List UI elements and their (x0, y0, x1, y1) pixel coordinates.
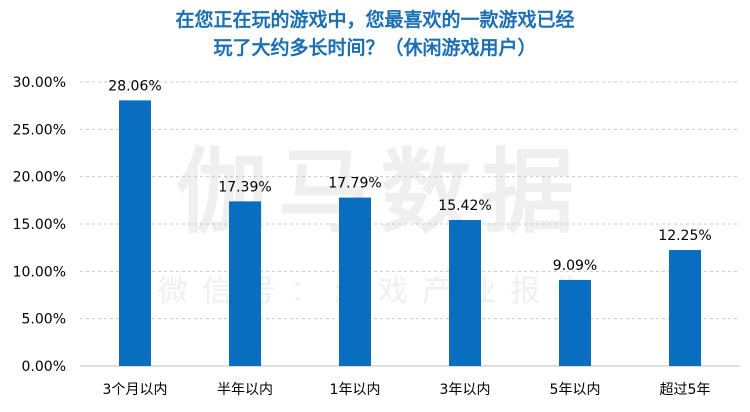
x-tick-label: 3年以内 (440, 382, 491, 398)
data-label: 17.39% (218, 179, 271, 195)
data-label: 28.06% (108, 78, 161, 94)
bar (559, 279, 591, 366)
data-label: 15.42% (438, 198, 491, 214)
y-tick-label: 0.00% (22, 359, 66, 375)
y-tick-label: 10.00% (13, 264, 66, 280)
y-tick-label: 15.00% (13, 217, 66, 233)
y-tick-label: 25.00% (13, 122, 66, 138)
chart-title-line-1: 在您正在玩的游戏中，您最喜欢的一款游戏已经 (175, 9, 575, 31)
data-label: 17.79% (328, 176, 381, 192)
bar (449, 220, 481, 366)
bar (339, 197, 371, 366)
bar (669, 250, 701, 366)
x-tick-label: 5年以内 (550, 382, 601, 398)
x-tick-label: 3个月以内 (103, 382, 168, 398)
x-tick-label: 1年以内 (330, 382, 381, 398)
y-tick-label: 30.00% (13, 75, 66, 91)
data-label: 12.25% (658, 228, 711, 244)
chart-title-line-2: 玩了大约多长时间？（休闲游戏用户） (213, 37, 537, 59)
chart-title: 在您正在玩的游戏中，您最喜欢的一款游戏已经 玩了大约多长时间？（休闲游戏用户） (60, 6, 690, 62)
y-tick-label: 5.00% (22, 312, 66, 328)
bar (119, 100, 151, 367)
bar (229, 201, 261, 366)
data-label: 9.09% (553, 258, 597, 274)
y-tick-label: 20.00% (13, 170, 66, 186)
x-tick-label: 半年以内 (217, 382, 273, 398)
x-tick-label: 超过5年 (660, 382, 711, 398)
